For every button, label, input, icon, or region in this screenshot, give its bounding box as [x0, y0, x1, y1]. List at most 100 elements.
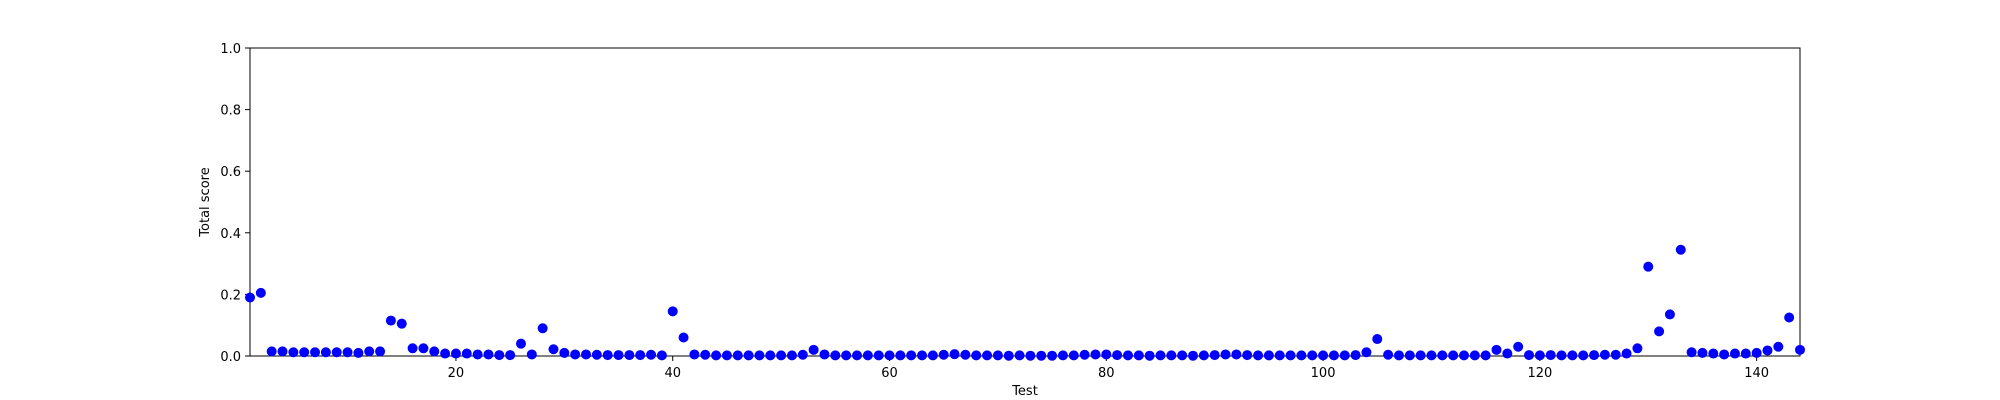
data-point	[1610, 349, 1621, 360]
data-point	[1318, 350, 1329, 361]
data-point	[515, 338, 526, 349]
data-point	[1198, 350, 1209, 361]
data-point	[1415, 350, 1426, 361]
data-point	[841, 350, 852, 361]
data-point	[1599, 349, 1610, 360]
data-point	[505, 350, 516, 361]
data-point	[1014, 350, 1025, 361]
data-point	[1795, 344, 1805, 355]
data-points	[245, 244, 1805, 361]
data-point	[992, 350, 1003, 361]
data-point	[819, 349, 830, 360]
data-point	[1578, 350, 1589, 361]
data-point	[1350, 350, 1361, 361]
x-axis: 20 40 60 80 100 120 140	[448, 356, 1769, 381]
y-tick-label: 0.2	[220, 288, 241, 303]
y-tick-label: 1.0	[220, 42, 241, 57]
y-tick-label: 0.6	[220, 165, 241, 180]
data-point	[396, 318, 407, 329]
data-point	[1101, 349, 1112, 360]
data-point	[949, 349, 960, 360]
data-point	[1491, 344, 1502, 355]
data-point	[266, 346, 277, 357]
data-point	[385, 315, 396, 326]
data-point	[581, 349, 592, 360]
data-point	[862, 350, 873, 361]
data-point	[472, 349, 483, 360]
data-point	[646, 349, 657, 360]
x-tick-label: 100	[1311, 366, 1336, 381]
data-point	[1621, 348, 1632, 359]
data-point	[1361, 347, 1372, 358]
data-point	[786, 350, 797, 361]
data-point	[1090, 349, 1101, 360]
data-point	[1296, 350, 1307, 361]
data-point	[570, 349, 581, 360]
x-tick-label: 120	[1527, 366, 1552, 381]
data-point	[1307, 350, 1318, 361]
data-point	[1242, 350, 1253, 361]
data-point	[830, 350, 841, 361]
data-point	[1697, 347, 1708, 358]
data-point	[917, 350, 928, 361]
x-tick-label: 140	[1744, 366, 1769, 381]
data-point	[1404, 350, 1415, 361]
data-point	[1339, 350, 1350, 361]
data-point	[1057, 350, 1068, 361]
y-tick-label: 0.8	[220, 104, 241, 119]
data-point	[407, 343, 418, 354]
data-point	[1383, 349, 1394, 360]
data-point	[1632, 343, 1643, 354]
data-point	[277, 346, 288, 357]
data-point	[483, 349, 494, 360]
data-point	[765, 350, 776, 361]
data-point	[1025, 350, 1036, 361]
data-point	[1524, 350, 1535, 361]
data-point	[1556, 350, 1567, 361]
data-point	[526, 349, 537, 360]
data-point	[1274, 350, 1285, 361]
x-tick-label: 60	[881, 366, 898, 381]
data-point	[906, 350, 917, 361]
data-point	[982, 350, 993, 361]
data-point	[1773, 341, 1784, 352]
data-point	[537, 323, 548, 334]
data-point	[1502, 348, 1513, 359]
data-point	[1253, 350, 1264, 361]
data-point	[873, 350, 884, 361]
data-point	[754, 350, 765, 361]
data-point	[938, 349, 949, 360]
data-point	[299, 347, 310, 358]
data-point	[353, 347, 364, 358]
data-point	[1372, 334, 1383, 345]
data-point	[1762, 345, 1773, 356]
data-point	[689, 349, 700, 360]
data-point	[808, 344, 819, 355]
data-point	[548, 344, 559, 355]
data-point	[711, 350, 722, 361]
data-point	[1675, 244, 1686, 255]
data-point	[364, 346, 375, 357]
data-point	[1729, 348, 1740, 359]
data-point	[440, 348, 451, 359]
data-point	[1567, 350, 1578, 361]
x-tick-label: 40	[664, 366, 681, 381]
data-point	[635, 350, 646, 361]
data-point	[656, 350, 667, 361]
data-point	[255, 287, 266, 298]
x-axis-label: Test	[1011, 384, 1038, 399]
data-point	[1784, 312, 1795, 323]
data-point	[1448, 350, 1459, 361]
data-point	[1664, 309, 1675, 320]
data-point	[884, 350, 895, 361]
data-point	[1036, 350, 1047, 361]
data-point	[1079, 349, 1090, 360]
data-point	[1513, 341, 1524, 352]
data-point	[1480, 350, 1491, 361]
data-point	[776, 350, 787, 361]
data-point	[1285, 350, 1296, 361]
data-point	[721, 350, 732, 361]
data-point	[1719, 349, 1730, 360]
data-point	[1220, 349, 1231, 360]
